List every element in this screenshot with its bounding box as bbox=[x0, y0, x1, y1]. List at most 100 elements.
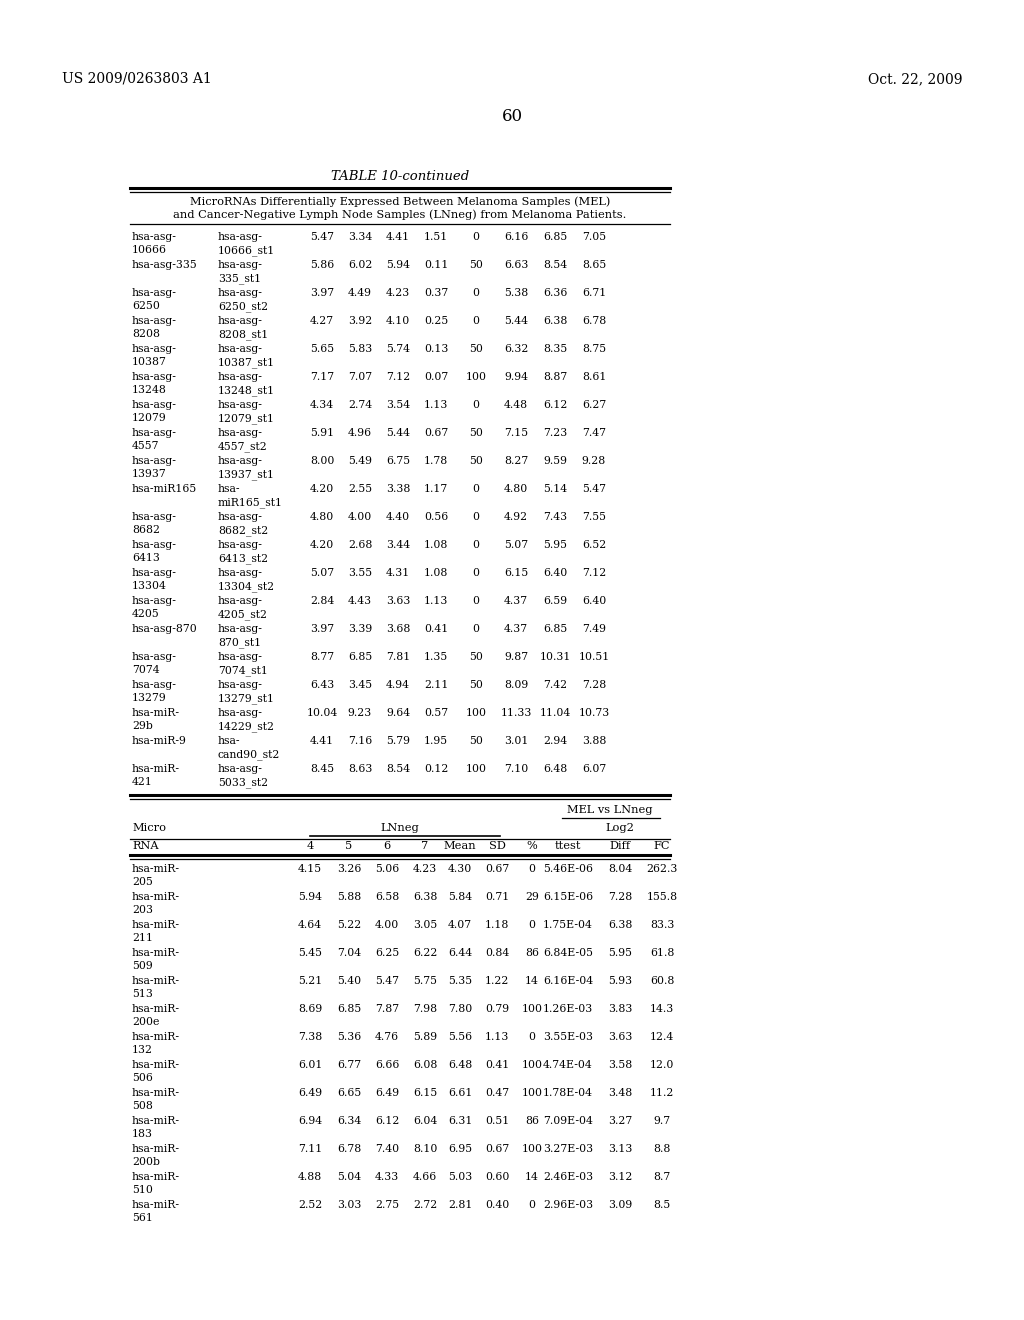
Text: 8.61: 8.61 bbox=[582, 372, 606, 381]
Text: 7.07: 7.07 bbox=[348, 372, 372, 381]
Text: 0: 0 bbox=[472, 540, 479, 550]
Text: 7.40: 7.40 bbox=[375, 1144, 399, 1154]
Text: hsa-asg-
14229_st2: hsa-asg- 14229_st2 bbox=[218, 708, 275, 731]
Text: 8.65: 8.65 bbox=[582, 260, 606, 271]
Text: 5.21: 5.21 bbox=[298, 975, 323, 986]
Text: 8.69: 8.69 bbox=[298, 1005, 323, 1014]
Text: hsa-asg-
13248: hsa-asg- 13248 bbox=[132, 372, 177, 395]
Text: 0: 0 bbox=[528, 1032, 536, 1041]
Text: Diff: Diff bbox=[609, 841, 631, 851]
Text: %: % bbox=[526, 841, 538, 851]
Text: 61.8: 61.8 bbox=[650, 948, 674, 958]
Text: 0.51: 0.51 bbox=[485, 1115, 509, 1126]
Text: 6.44: 6.44 bbox=[447, 948, 472, 958]
Text: 6.75: 6.75 bbox=[386, 455, 410, 466]
Text: 0.41: 0.41 bbox=[485, 1060, 509, 1071]
Text: hsa-asg-
7074: hsa-asg- 7074 bbox=[132, 652, 177, 675]
Text: hsa-miR-
183: hsa-miR- 183 bbox=[132, 1115, 180, 1139]
Text: SD: SD bbox=[488, 841, 506, 851]
Text: 6.78: 6.78 bbox=[582, 315, 606, 326]
Text: 3.58: 3.58 bbox=[608, 1060, 632, 1071]
Text: 3.97: 3.97 bbox=[310, 288, 334, 298]
Text: 4.20: 4.20 bbox=[310, 484, 334, 494]
Text: 4.76: 4.76 bbox=[375, 1032, 399, 1041]
Text: hsa-asg-
4205_st2: hsa-asg- 4205_st2 bbox=[218, 597, 268, 619]
Text: 0: 0 bbox=[472, 568, 479, 578]
Text: US 2009/0263803 A1: US 2009/0263803 A1 bbox=[62, 73, 212, 86]
Text: hsa-asg-
4557_st2: hsa-asg- 4557_st2 bbox=[218, 428, 267, 451]
Text: 5.46E-06: 5.46E-06 bbox=[543, 865, 593, 874]
Text: hsa-miR-
508: hsa-miR- 508 bbox=[132, 1088, 180, 1111]
Text: 7.17: 7.17 bbox=[310, 372, 334, 381]
Text: 2.52: 2.52 bbox=[298, 1200, 323, 1210]
Text: hsa-miR-
513: hsa-miR- 513 bbox=[132, 975, 180, 999]
Text: 5.38: 5.38 bbox=[504, 288, 528, 298]
Text: 8.7: 8.7 bbox=[653, 1172, 671, 1181]
Text: hsa-miR-
205: hsa-miR- 205 bbox=[132, 865, 180, 887]
Text: 7.10: 7.10 bbox=[504, 764, 528, 774]
Text: 5.94: 5.94 bbox=[386, 260, 410, 271]
Text: 2.81: 2.81 bbox=[447, 1200, 472, 1210]
Text: 3.48: 3.48 bbox=[608, 1088, 632, 1098]
Text: 2.46E-03: 2.46E-03 bbox=[543, 1172, 593, 1181]
Text: 3.92: 3.92 bbox=[348, 315, 372, 326]
Text: 4.27: 4.27 bbox=[310, 315, 334, 326]
Text: 0.07: 0.07 bbox=[424, 372, 449, 381]
Text: 6.85: 6.85 bbox=[337, 1005, 361, 1014]
Text: 8.87: 8.87 bbox=[543, 372, 567, 381]
Text: 5.83: 5.83 bbox=[348, 345, 372, 354]
Text: hsa-asg-
870_st1: hsa-asg- 870_st1 bbox=[218, 624, 263, 648]
Text: 100: 100 bbox=[466, 372, 486, 381]
Text: hsa-
miR165_st1: hsa- miR165_st1 bbox=[218, 484, 283, 507]
Text: 6.22: 6.22 bbox=[413, 948, 437, 958]
Text: 4.15: 4.15 bbox=[298, 865, 323, 874]
Text: 5.49: 5.49 bbox=[348, 455, 372, 466]
Text: 3.45: 3.45 bbox=[348, 680, 372, 690]
Text: 5.75: 5.75 bbox=[413, 975, 437, 986]
Text: 8.27: 8.27 bbox=[504, 455, 528, 466]
Text: 50: 50 bbox=[469, 680, 483, 690]
Text: 6.61: 6.61 bbox=[447, 1088, 472, 1098]
Text: 4.37: 4.37 bbox=[504, 624, 528, 634]
Text: 6.66: 6.66 bbox=[375, 1060, 399, 1071]
Text: 6.77: 6.77 bbox=[337, 1060, 361, 1071]
Text: 6.08: 6.08 bbox=[413, 1060, 437, 1071]
Text: 6.12: 6.12 bbox=[375, 1115, 399, 1126]
Text: 0.25: 0.25 bbox=[424, 315, 449, 326]
Text: 6.49: 6.49 bbox=[298, 1088, 323, 1098]
Text: 7.49: 7.49 bbox=[582, 624, 606, 634]
Text: 5.91: 5.91 bbox=[310, 428, 334, 438]
Text: 5.56: 5.56 bbox=[447, 1032, 472, 1041]
Text: 7.98: 7.98 bbox=[413, 1005, 437, 1014]
Text: 3.38: 3.38 bbox=[386, 484, 411, 494]
Text: hsa-asg-
10666: hsa-asg- 10666 bbox=[132, 232, 177, 255]
Text: 2.94: 2.94 bbox=[543, 737, 567, 746]
Text: 1.78: 1.78 bbox=[424, 455, 449, 466]
Text: 6.36: 6.36 bbox=[543, 288, 567, 298]
Text: hsa-miR-
200e: hsa-miR- 200e bbox=[132, 1005, 180, 1027]
Text: 6.85: 6.85 bbox=[543, 624, 567, 634]
Text: 4.31: 4.31 bbox=[386, 568, 411, 578]
Text: 5.47: 5.47 bbox=[582, 484, 606, 494]
Text: 7.42: 7.42 bbox=[543, 680, 567, 690]
Text: 0: 0 bbox=[472, 484, 479, 494]
Text: 7.38: 7.38 bbox=[298, 1032, 323, 1041]
Text: 8.63: 8.63 bbox=[348, 764, 372, 774]
Text: hsa-asg-
13304: hsa-asg- 13304 bbox=[132, 568, 177, 591]
Text: 6.07: 6.07 bbox=[582, 764, 606, 774]
Text: 3.88: 3.88 bbox=[582, 737, 606, 746]
Text: 6.15E-06: 6.15E-06 bbox=[543, 892, 593, 902]
Text: hsa-asg-
8208_st1: hsa-asg- 8208_st1 bbox=[218, 315, 268, 339]
Text: 4.48: 4.48 bbox=[504, 400, 528, 411]
Text: 10.73: 10.73 bbox=[579, 708, 609, 718]
Text: 5.36: 5.36 bbox=[337, 1032, 361, 1041]
Text: 0.67: 0.67 bbox=[424, 428, 449, 438]
Text: 0: 0 bbox=[472, 288, 479, 298]
Text: hsa-miR-
29b: hsa-miR- 29b bbox=[132, 708, 180, 731]
Text: 3.83: 3.83 bbox=[608, 1005, 632, 1014]
Text: 4.43: 4.43 bbox=[348, 597, 372, 606]
Text: hsa-asg-335: hsa-asg-335 bbox=[132, 260, 198, 271]
Text: 3.55E-03: 3.55E-03 bbox=[543, 1032, 593, 1041]
Text: 7.15: 7.15 bbox=[504, 428, 528, 438]
Text: hsa-asg-
8682_st2: hsa-asg- 8682_st2 bbox=[218, 512, 268, 536]
